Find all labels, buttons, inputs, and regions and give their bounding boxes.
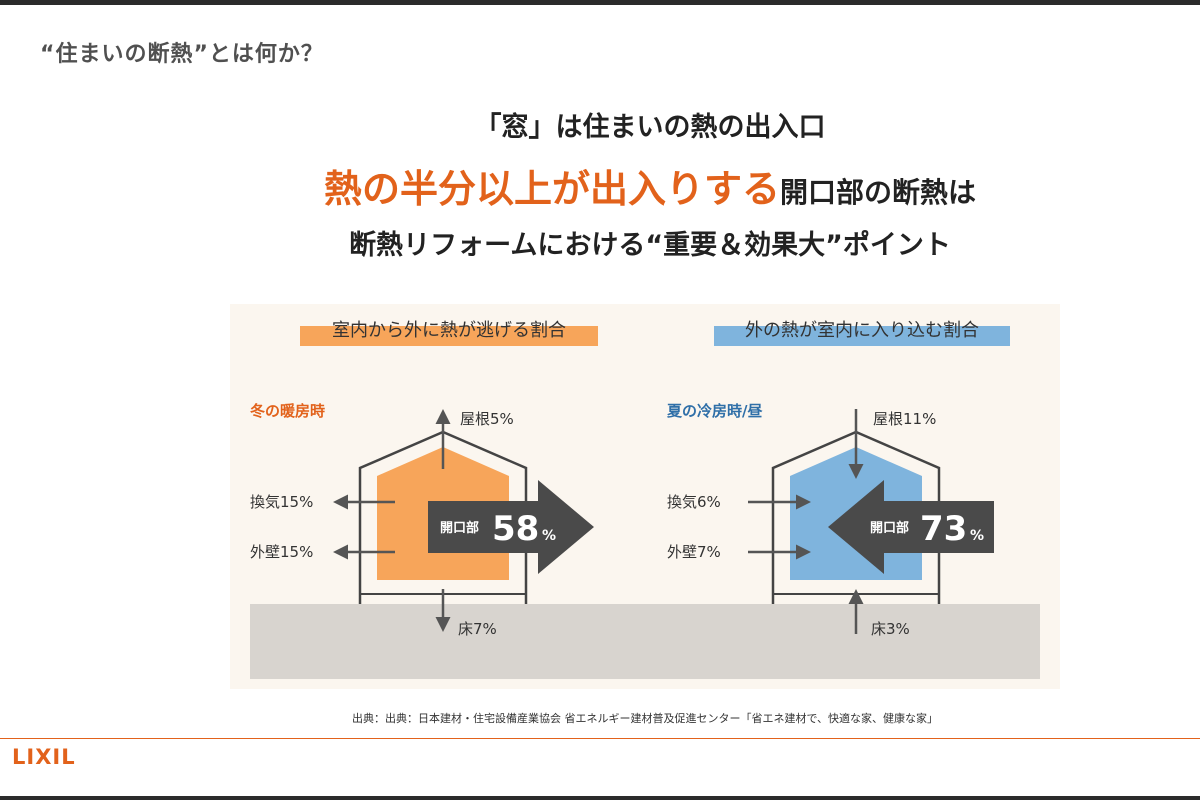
summer-floor-label: 床3% (871, 620, 910, 638)
lixil-logo: LIXIL (12, 742, 102, 776)
summer-opening-value: 73 (920, 509, 967, 549)
winter-opening-arrow (428, 480, 594, 574)
summer-roof-label: 屋根11% (873, 410, 936, 428)
summer-vent-label: 換気6% (667, 493, 721, 511)
source-citation: 出典：出典：日本建材・住宅設備産業協会 省エネルギー建材普及促進センター「省エネ… (351, 712, 939, 725)
footer-rule (0, 738, 1200, 739)
heat-flow-diagram: 室内から外に熱が逃げる割合 冬の暖房時 屋根5% 換気15% 外壁15% 床7%… (230, 304, 1060, 689)
lixil-logo-text: LIXIL (12, 745, 76, 769)
page-title: “住まいの断熱”とは何か？ (40, 42, 324, 67)
ground (250, 604, 1040, 679)
lixil-logo-svg: LIXIL (12, 745, 76, 769)
winter-vent-label: 換気15% (250, 493, 313, 511)
winter-opening-label: 開口部 (440, 520, 479, 536)
summer-opening-arrow (828, 480, 994, 574)
summer-season-label: 夏の冷房時/昼 (666, 402, 762, 420)
winter-heading: 室内から外に熱が逃げる割合 (332, 320, 566, 341)
winter-opening-value: 58 (492, 509, 539, 549)
bottom-bar (0, 796, 1200, 800)
summer-opening-unit: % (970, 528, 984, 544)
winter-season-label: 冬の暖房時 (250, 402, 325, 420)
summer-heading: 外の熱が室内に入り込む割合 (745, 320, 979, 341)
winter-floor-label: 床7% (458, 620, 497, 638)
winter-wall-label: 外壁15% (250, 543, 313, 561)
summer-opening-label: 開口部 (870, 520, 909, 536)
headline-1: 「窓」は住まいの熱の出入口 (474, 112, 826, 143)
headline-2-rest: 開口部の断熱は (780, 176, 977, 209)
top-bar (0, 0, 1200, 5)
heat-flow-svg: 室内から外に熱が逃げる割合 冬の暖房時 屋根5% 換気15% 外壁15% 床7%… (250, 320, 1040, 679)
winter-heading-highlight (300, 326, 598, 346)
headline-2: 熱の半分以上が出入りする開口部の断熱は (50, 158, 1200, 213)
summer-wall-label: 外壁7% (667, 543, 721, 561)
winter-opening-unit: % (542, 528, 556, 544)
summer-heading-highlight (714, 326, 1010, 346)
headline-3: 断熱リフォームにおける“重要＆効果大”ポイント (349, 230, 951, 261)
winter-roof-label: 屋根5% (460, 410, 514, 428)
headline-2-accent: 熱の半分以上が出入りする (323, 167, 780, 211)
